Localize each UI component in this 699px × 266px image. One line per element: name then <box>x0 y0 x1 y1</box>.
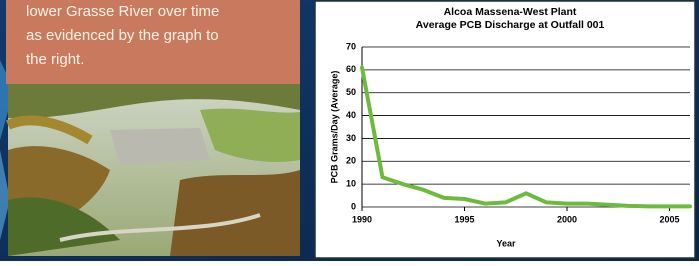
y-tick-label: 50 <box>346 87 356 97</box>
y-tick-label: 30 <box>346 133 356 143</box>
chart-title: Alcoa Massena-West Plant <box>444 6 577 18</box>
y-tick-label: 20 <box>346 156 356 166</box>
x-tick-label: 2005 <box>659 214 679 224</box>
text-line: as evidenced by the graph to <box>26 27 219 44</box>
x-tick-label: 2000 <box>557 214 577 224</box>
text-line: lower Grasse River over time <box>26 3 219 20</box>
page: lower Grasse River over time as evidence… <box>0 0 699 261</box>
y-tick-label: 0 <box>351 201 356 211</box>
x-tick-label: 1990 <box>352 214 372 224</box>
slide: lower Grasse River over time as evidence… <box>0 0 699 261</box>
photo <box>8 84 300 256</box>
y-axis-label: PCB Grams/Day (Average) <box>329 71 339 184</box>
chart-title: Average PCB Discharge at Outfall 001 <box>416 19 605 31</box>
y-tick-label: 70 <box>346 41 356 51</box>
x-axis-label: Year <box>496 238 516 248</box>
y-tick-label: 10 <box>346 179 356 189</box>
y-tick-label: 60 <box>346 64 356 74</box>
text-line: the right. <box>26 51 84 68</box>
y-tick-label: 40 <box>346 110 356 120</box>
x-tick-label: 1995 <box>454 214 474 224</box>
